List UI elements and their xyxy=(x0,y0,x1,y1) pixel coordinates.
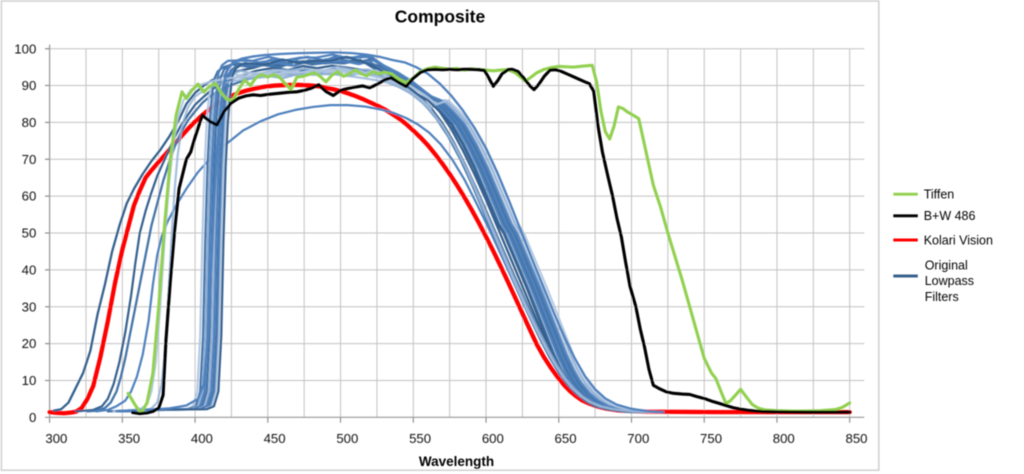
svg-text:Lowpass: Lowpass xyxy=(925,274,974,288)
svg-text:750: 750 xyxy=(700,431,722,446)
svg-text:Kolari Vision: Kolari Vision xyxy=(924,233,993,247)
svg-text:600: 600 xyxy=(482,431,504,446)
svg-text:500: 500 xyxy=(336,431,358,446)
svg-text:800: 800 xyxy=(773,431,795,446)
svg-text:50: 50 xyxy=(22,226,37,241)
svg-text:30: 30 xyxy=(22,299,37,314)
svg-text:0: 0 xyxy=(29,410,36,425)
svg-text:70: 70 xyxy=(22,152,37,167)
svg-text:550: 550 xyxy=(409,431,431,446)
svg-text:400: 400 xyxy=(191,431,213,446)
svg-text:Filters: Filters xyxy=(925,290,959,304)
svg-text:20: 20 xyxy=(22,336,37,351)
svg-text:90: 90 xyxy=(22,78,37,93)
svg-text:300: 300 xyxy=(45,431,67,446)
svg-text:Tiffen: Tiffen xyxy=(924,188,955,202)
svg-text:40: 40 xyxy=(22,262,37,277)
svg-text:60: 60 xyxy=(22,189,37,204)
svg-text:Composite: Composite xyxy=(395,7,486,27)
svg-text:700: 700 xyxy=(627,431,649,446)
svg-text:100: 100 xyxy=(14,41,36,56)
svg-text:B+W 486: B+W 486 xyxy=(924,209,976,223)
svg-text:850: 850 xyxy=(846,431,868,446)
svg-text:350: 350 xyxy=(118,431,140,446)
svg-text:Wavelength: Wavelength xyxy=(419,454,494,469)
svg-text:450: 450 xyxy=(264,431,286,446)
svg-text:80: 80 xyxy=(22,115,37,130)
svg-text:650: 650 xyxy=(555,431,577,446)
svg-text:Original: Original xyxy=(925,259,968,273)
svg-text:10: 10 xyxy=(22,373,37,388)
